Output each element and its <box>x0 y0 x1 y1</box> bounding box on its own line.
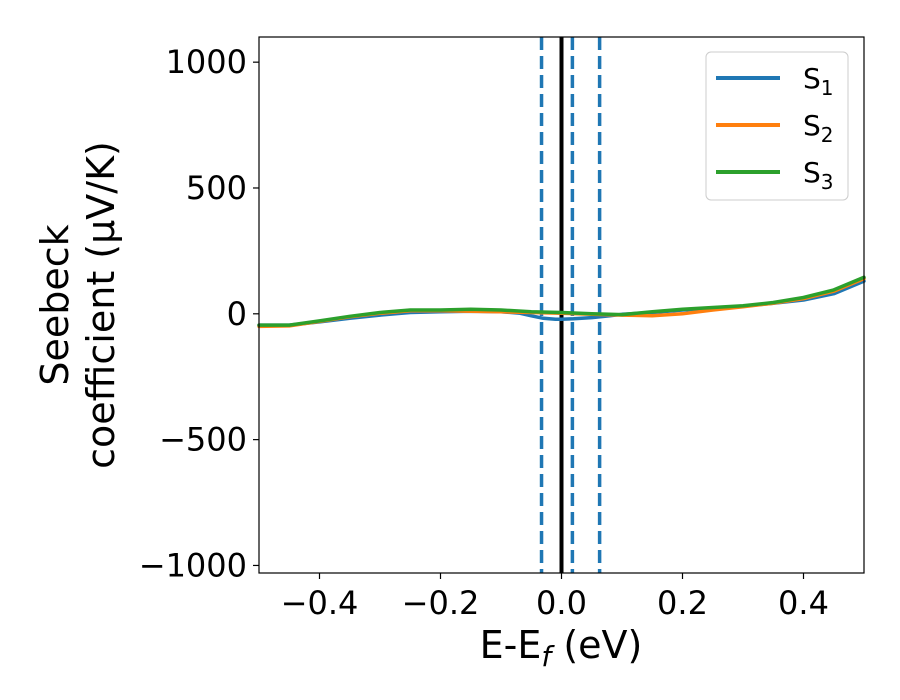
legend-label-s2: S2 <box>803 109 834 147</box>
y-tick-label: −500 <box>159 421 247 459</box>
series-layer <box>257 275 866 329</box>
x-axis-ticks: −0.4 −0.2 0.0 0.2 0.4 <box>281 573 829 622</box>
y-axis-title-line2: coefficient (μV/K) <box>79 141 123 469</box>
y-axis-ticks: −1000 −500 0 500 1000 <box>139 43 259 584</box>
y-axis-title-group: Seebeck coefficient (μV/K) <box>33 141 123 469</box>
x-tick-label: −0.4 <box>281 584 359 622</box>
y-axis-title-line1: Seebeck <box>33 224 77 385</box>
legend-label-s1: S1 <box>803 62 834 100</box>
x-tick-label: −0.2 <box>402 584 480 622</box>
x-axis-title: E-Ef (eV) <box>480 623 643 673</box>
series-line-s3 <box>257 275 866 327</box>
y-tick-label: −1000 <box>139 546 247 584</box>
y-tick-label: 0 <box>227 295 247 333</box>
y-tick-label: 1000 <box>166 43 247 81</box>
legend-label-s3: S3 <box>803 156 834 194</box>
x-tick-label: 0.2 <box>657 584 708 622</box>
x-tick-label: 0.4 <box>778 584 829 622</box>
x-tick-label: 0.0 <box>536 584 587 622</box>
legend: S1 S2 S3 <box>705 51 849 201</box>
vertical-markers <box>539 37 602 573</box>
y-tick-label: 500 <box>186 169 247 207</box>
